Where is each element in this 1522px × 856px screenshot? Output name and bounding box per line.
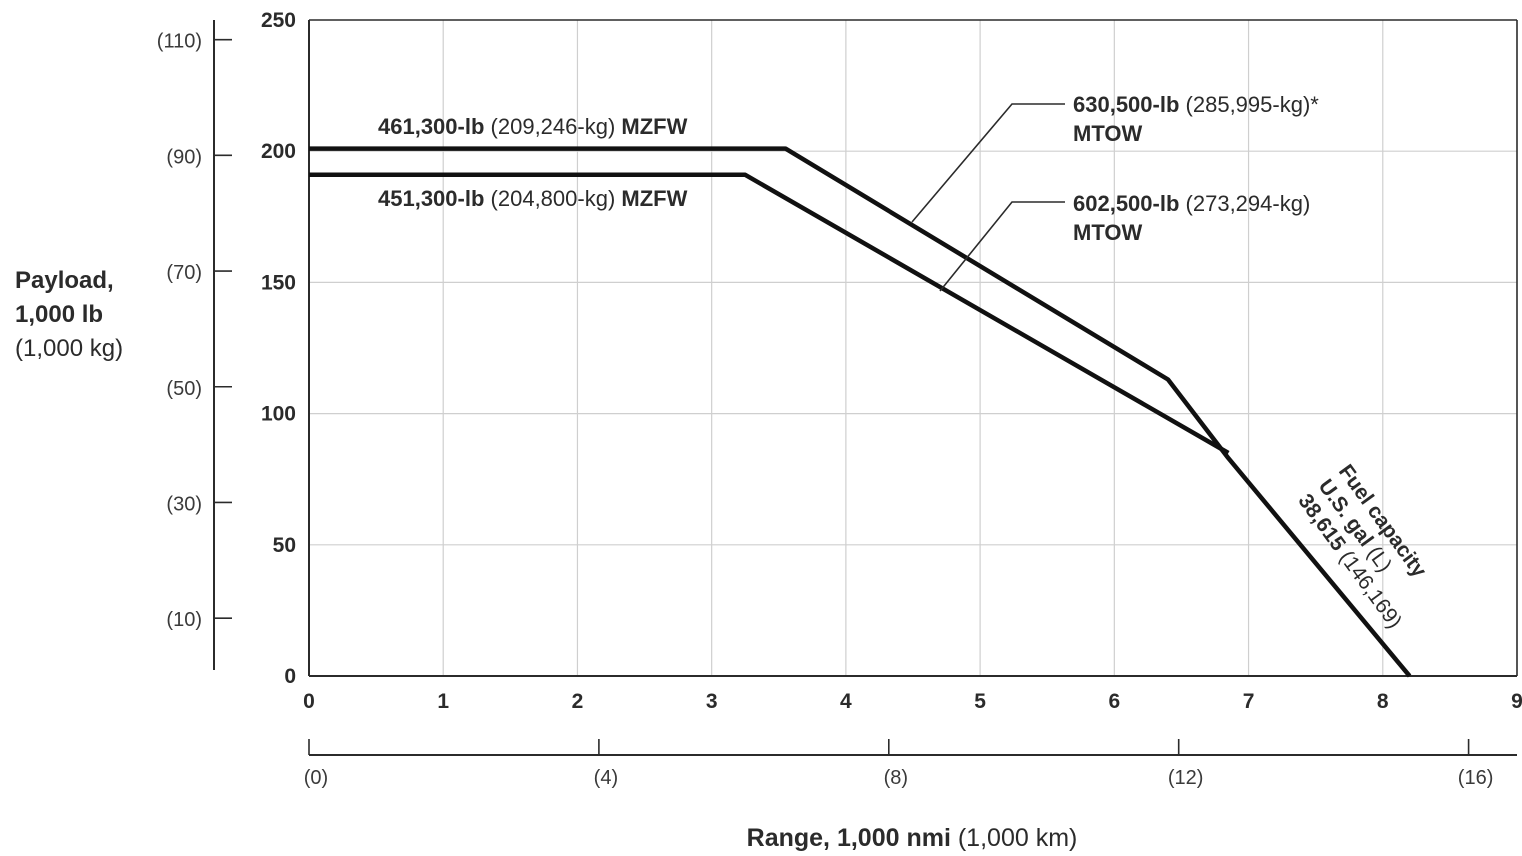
y-tick-label: 200 xyxy=(261,140,296,163)
y-tick-label: 250 xyxy=(261,9,296,32)
secondary-x-tick-label: (4) xyxy=(594,767,618,789)
secondary-y-tick-label: (90) xyxy=(166,146,202,168)
mtow-630-kg: (285,995-kg)* xyxy=(1186,92,1320,117)
x-tick-label: 9 xyxy=(1511,690,1522,713)
mtow-630-weight: 630,500-lb xyxy=(1073,92,1179,117)
x-axis-label-normal: (1,000 km) xyxy=(958,824,1077,852)
x-tick-label: 1 xyxy=(437,690,449,713)
x-tick-label: 0 xyxy=(303,690,315,713)
mzfw-461-weight: 461,300-lb xyxy=(378,114,484,139)
y-axis-label-line3: (1,000 kg) xyxy=(15,335,123,362)
secondary-y-tick-label: (50) xyxy=(166,378,202,400)
x-tick-label: 6 xyxy=(1108,690,1120,713)
y-tick-label: 100 xyxy=(261,403,296,426)
secondary-x-tick-label: (0) xyxy=(304,767,328,789)
mzfw-451-label: 451,300-lb (204,800-kg) MZFW xyxy=(378,186,688,211)
mtow-602-kg: (273,294-kg) xyxy=(1186,191,1311,216)
y-axis-label-line1: Payload, xyxy=(15,267,114,294)
mtow-602-leader xyxy=(939,201,1065,292)
mtow-630-tag: MTOW xyxy=(1073,121,1142,146)
mtow-602-weight: 602,500-lb xyxy=(1073,191,1179,216)
mtow-630-leader xyxy=(911,103,1065,223)
mtow-602-tag: MTOW xyxy=(1073,220,1142,245)
mzfw-451-kg: (204,800-kg) xyxy=(491,186,616,211)
secondary-y-tick-label: (30) xyxy=(166,493,202,515)
series-line-1 xyxy=(309,146,1412,678)
x-tick-label: 2 xyxy=(572,690,584,713)
secondary-x-tick-label: (12) xyxy=(1168,767,1204,789)
x-tick-label: 3 xyxy=(706,690,718,713)
secondary-y-tick-label: (70) xyxy=(166,262,202,284)
mzfw-461-tag: MZFW xyxy=(621,114,687,139)
x-axis-label: Range, 1,000 nmi (1,000 km) xyxy=(747,824,1078,852)
mzfw-461-label: 461,300-lb (209,246-kg) MZFW xyxy=(378,114,688,139)
mtow-630-label: 630,500-lb (285,995-kg)* xyxy=(1073,92,1319,117)
x-axis-label-bold: Range, 1,000 nmi xyxy=(747,824,951,852)
secondary-y-tick-label: (10) xyxy=(166,609,202,631)
mtow-602-label: 602,500-lb (273,294-kg) xyxy=(1073,191,1310,216)
mzfw-461-kg: (209,246-kg) xyxy=(491,114,616,139)
axis-ticks: 0 1 2 3 4 5 6 7 8 9 0 50 100 150 200 250 (10) (30) (50) (70… xyxy=(157,9,1522,789)
y-tick-label: 150 xyxy=(261,271,296,294)
mzfw-451-tag: MZFW xyxy=(621,186,687,211)
series-lines xyxy=(309,146,1412,678)
x-tick-label: 5 xyxy=(974,690,986,713)
secondary-y-tick-label: (110) xyxy=(157,31,202,53)
series-line-2 xyxy=(309,172,1230,455)
plot-frame xyxy=(308,19,1518,677)
y-tick-label: 50 xyxy=(273,534,296,557)
x-tick-label: 4 xyxy=(840,690,852,713)
y-tick-label: 0 xyxy=(284,665,296,688)
secondary-x-tick-label: (8) xyxy=(884,767,908,789)
x-tick-label: 8 xyxy=(1377,690,1389,713)
x-tick-label: 7 xyxy=(1243,690,1255,713)
fuel-capacity-label: Fuel capacity U.S. gal (L) 38,615 (146,1… xyxy=(1294,460,1431,632)
secondary-x-tick-label: (16) xyxy=(1458,767,1494,789)
mzfw-451-weight: 451,300-lb xyxy=(378,186,484,211)
y-axis-label-line2: 1,000 lb xyxy=(15,301,103,328)
